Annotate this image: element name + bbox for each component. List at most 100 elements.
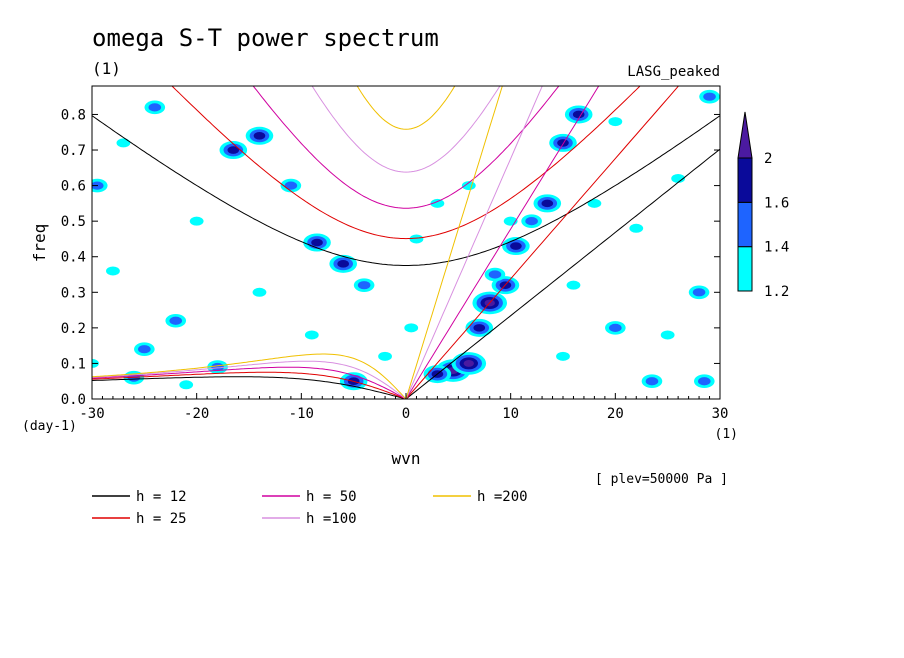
contour-level-3 bbox=[510, 242, 522, 250]
plot-background bbox=[92, 86, 720, 399]
power-blob bbox=[641, 374, 663, 389]
contour-level-1 bbox=[304, 330, 319, 340]
contour-level-2 bbox=[525, 217, 538, 226]
power-blob bbox=[409, 234, 424, 244]
contour-level-2 bbox=[698, 377, 711, 386]
contour-level-1 bbox=[179, 380, 194, 390]
power-blob bbox=[116, 138, 131, 148]
contour-level-3 bbox=[541, 199, 554, 208]
contour-level-1 bbox=[106, 266, 120, 276]
y-tick-label: 0.8 bbox=[61, 107, 86, 123]
colorbar: 1.2 1.4 1.6 2 bbox=[737, 111, 789, 300]
curve-h-25 bbox=[92, 86, 680, 399]
contour-level-4 bbox=[463, 360, 474, 367]
power-blob bbox=[179, 380, 194, 390]
contour-level-1 bbox=[608, 117, 623, 127]
contour-level-2 bbox=[703, 92, 716, 101]
contour-level-1 bbox=[430, 198, 445, 208]
model-label: LASG_peaked bbox=[627, 64, 720, 80]
power-blob bbox=[252, 287, 267, 297]
y-axis-ticks: 0.0 0.1 0.2 0.3 0.4 0.5 0.6 0.7 0.8 bbox=[61, 107, 720, 408]
chart-subtitle: (1) bbox=[92, 59, 121, 78]
colorbar-label: 2 bbox=[764, 151, 772, 167]
power-blob bbox=[189, 216, 204, 226]
kelvin-wave-line bbox=[405, 148, 720, 399]
power-blob bbox=[245, 126, 274, 145]
power-blob bbox=[134, 342, 155, 357]
rossby-wave-line bbox=[92, 360, 407, 399]
power-blob bbox=[660, 330, 675, 340]
contour-level-2 bbox=[488, 270, 502, 279]
inertia-gravity-line bbox=[171, 86, 641, 240]
contour-level-3 bbox=[473, 324, 486, 332]
contour-level-2 bbox=[169, 316, 183, 325]
inertia-gravity-line bbox=[311, 86, 501, 173]
contour-level-3 bbox=[337, 260, 350, 268]
power-blob bbox=[556, 351, 570, 361]
contour-level-1 bbox=[252, 287, 267, 297]
kelvin-wave-line bbox=[405, 86, 600, 399]
contour-level-1 bbox=[566, 280, 581, 290]
x-unit-label: (1) bbox=[715, 427, 738, 442]
power-blob bbox=[219, 141, 248, 160]
contour-level-2 bbox=[645, 377, 659, 386]
rossby-wave-line bbox=[92, 366, 407, 399]
y-tick-label: 0.2 bbox=[61, 321, 86, 337]
y-axis-label: freq bbox=[30, 224, 49, 263]
colorbar-swatch bbox=[737, 246, 753, 292]
y-tick-label: 0.0 bbox=[61, 392, 86, 408]
contour-level-2 bbox=[609, 323, 622, 332]
colorbar-label: 1.6 bbox=[764, 195, 789, 211]
power-blob bbox=[484, 267, 506, 282]
power-blob bbox=[533, 194, 562, 213]
power-blob bbox=[564, 105, 593, 124]
kelvin-wave-line bbox=[405, 86, 680, 399]
power-blob bbox=[451, 352, 487, 375]
contour-level-1 bbox=[671, 173, 686, 183]
curve-h-50 bbox=[92, 86, 600, 399]
power-blob bbox=[699, 89, 720, 104]
contour-level-3 bbox=[311, 238, 323, 247]
y-tick-label: 0.5 bbox=[61, 214, 86, 230]
curve-legend: h = 12 h = 25 h = 50 h =100 h =200 bbox=[92, 489, 528, 527]
rossby-wave-line bbox=[92, 376, 407, 399]
power-blob bbox=[629, 223, 644, 233]
contour-level-1 bbox=[587, 198, 602, 208]
contour-level-1 bbox=[189, 216, 204, 226]
contour-level-1 bbox=[404, 323, 419, 333]
colorbar-label: 1.2 bbox=[764, 284, 789, 300]
power-blob bbox=[671, 173, 686, 183]
kelvin-wave-line bbox=[405, 86, 503, 399]
x-axis-ticks: -30 -20 -10 0 10 20 30 bbox=[79, 393, 728, 422]
level-note: [ plev=50000 Pa ] bbox=[595, 472, 728, 487]
power-blob bbox=[566, 280, 581, 290]
inertia-gravity-line bbox=[92, 115, 720, 266]
dispersion-curves bbox=[92, 86, 720, 399]
power-blob bbox=[549, 133, 577, 152]
y-unit-label: (day-1) bbox=[22, 419, 77, 434]
contour-level-1 bbox=[378, 351, 392, 361]
power-blob bbox=[605, 321, 626, 335]
inertia-gravity-line bbox=[356, 86, 456, 130]
power-blob bbox=[303, 233, 331, 252]
legend-label: h = 12 bbox=[136, 489, 187, 505]
x-tick-label: -30 bbox=[79, 406, 104, 422]
contour-level-2 bbox=[357, 281, 371, 290]
contour-level-3 bbox=[227, 146, 240, 154]
contour-level-2 bbox=[692, 288, 706, 297]
contour-level-1 bbox=[660, 330, 675, 340]
contour-level-1 bbox=[556, 351, 570, 361]
x-axis-label: wvn bbox=[392, 449, 421, 468]
contour-level-3 bbox=[572, 110, 585, 119]
contour-level-1 bbox=[629, 223, 644, 233]
power-blob bbox=[694, 374, 715, 389]
kelvin-wave-line bbox=[405, 86, 543, 399]
contour-level-3 bbox=[557, 139, 569, 147]
colorbar-swatch bbox=[737, 157, 753, 203]
x-tick-label: 0 bbox=[402, 406, 410, 422]
x-tick-label: 10 bbox=[502, 406, 519, 422]
curve-h-12 bbox=[92, 115, 720, 399]
contour-level-1 bbox=[116, 138, 131, 148]
x-tick-label: 30 bbox=[712, 406, 729, 422]
